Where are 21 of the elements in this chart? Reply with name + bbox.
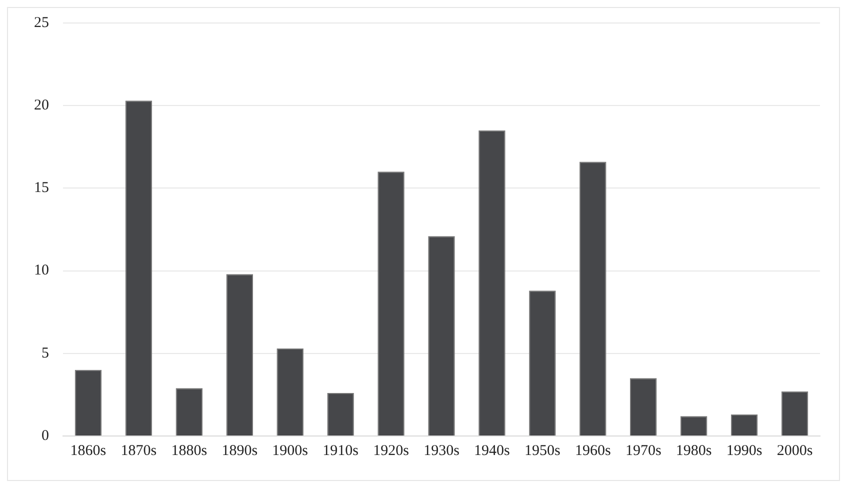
x-tick-label: 1970s bbox=[625, 442, 662, 459]
x-tick-label: 1950s bbox=[524, 442, 561, 459]
x-tick-label: 1960s bbox=[574, 442, 611, 459]
x-tick-label: 1910s bbox=[322, 442, 359, 459]
x-tick-label: 1890s bbox=[222, 442, 258, 459]
x-tick-label: 1940s bbox=[474, 442, 510, 459]
x-tick-label: 1900s bbox=[272, 442, 308, 459]
y-tick-label: 5 bbox=[42, 345, 49, 362]
x-tick-label: 1990s bbox=[726, 442, 762, 459]
x-tick-label: 1920s bbox=[373, 442, 410, 459]
y-tick-label: 0 bbox=[42, 428, 49, 444]
y-tick-label: 25 bbox=[34, 14, 49, 31]
y-tick-label: 20 bbox=[34, 98, 49, 114]
y-tick-label: 15 bbox=[34, 180, 49, 196]
x-tick-label: 1930s bbox=[424, 442, 460, 459]
x-tick-label: 1880s bbox=[171, 442, 208, 459]
x-tick-label: 1980s bbox=[676, 442, 712, 459]
x-tick-label: 1870s bbox=[120, 442, 157, 459]
y-tick-label: 10 bbox=[34, 262, 49, 279]
x-tick-label: 2000s bbox=[776, 442, 813, 459]
x-tick-label: 1860s bbox=[70, 442, 106, 459]
